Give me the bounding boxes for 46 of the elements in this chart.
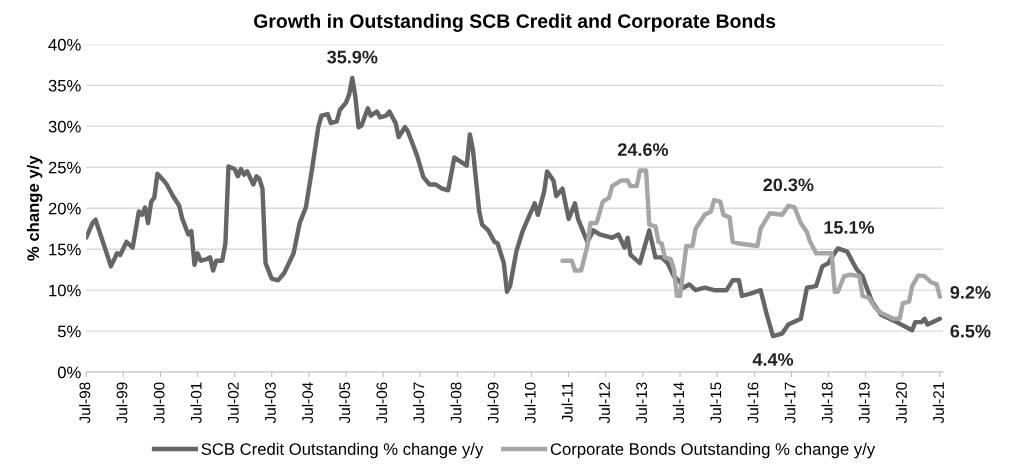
legend-label: SCB Credit Outstanding % change y/y xyxy=(201,442,484,459)
x-tick-label: Jul-09 xyxy=(487,382,499,424)
x-tick-label: Jul-07 xyxy=(413,382,425,424)
legend-label: Corporate Bonds Outstanding % change y/y xyxy=(550,442,876,459)
x-tick-label: Jul-11 xyxy=(561,382,573,423)
y-tick-label: 35% xyxy=(48,79,81,92)
y-axis-title: % change y/y xyxy=(26,155,43,261)
x-tick-label: Jul-18 xyxy=(821,382,833,424)
y-tick-label: 40% xyxy=(48,38,81,51)
x-tick-label: Jul-01 xyxy=(190,382,202,424)
chart-title: Growth in Outstanding SCB Credit and Corporate Bonds xyxy=(254,13,776,32)
y-tick-label: 30% xyxy=(48,120,81,133)
x-tick-label: Jul-02 xyxy=(227,382,239,424)
x-tick-label: Jul-20 xyxy=(895,382,907,424)
x-tick-label: Jul-12 xyxy=(598,382,610,424)
y-tick-label: 10% xyxy=(49,284,81,297)
y-tick-label: 0% xyxy=(57,366,81,379)
x-tick-label: Jul-16 xyxy=(747,382,759,424)
x-tick-label: Jul-19 xyxy=(858,382,870,424)
x-tick-label: Jul-14 xyxy=(672,382,685,424)
annotation: 9.2% xyxy=(950,286,991,299)
x-tick-label: Jul-21 xyxy=(932,382,944,424)
x-tick-label: Jul-10 xyxy=(524,382,536,424)
x-tick-label: Jul-05 xyxy=(338,382,351,424)
x-tick-label: Jul-03 xyxy=(264,382,276,424)
line-series xyxy=(560,168,943,322)
x-tick-label: Jul-17 xyxy=(784,382,796,424)
x-tick-label: Jul-99 xyxy=(116,382,128,424)
x-tick-label: Jul-15 xyxy=(710,382,722,424)
annotation: 24.6% xyxy=(617,143,669,156)
x-tick-label: Jul-13 xyxy=(635,382,648,424)
x-tick-label: Jul-04 xyxy=(301,382,314,424)
y-tick-label: 15% xyxy=(49,243,81,256)
y-tick-label: 5% xyxy=(57,325,81,338)
annotation: 15.1% xyxy=(824,221,875,234)
y-tick-label: 25% xyxy=(48,161,81,174)
y-tick-label: 20% xyxy=(48,202,81,215)
annotation: 20.3% xyxy=(763,178,814,192)
x-tick-label: Jul-06 xyxy=(375,382,388,424)
x-tick-label: Jul-98 xyxy=(79,382,91,424)
line-series xyxy=(86,75,943,339)
x-tick-label: Jul-00 xyxy=(153,382,165,424)
x-tick-label: Jul-08 xyxy=(450,382,462,424)
annotation: 35.9% xyxy=(327,50,378,64)
annotation: 4.4% xyxy=(752,353,794,366)
annotation: 6.5% xyxy=(950,324,991,338)
